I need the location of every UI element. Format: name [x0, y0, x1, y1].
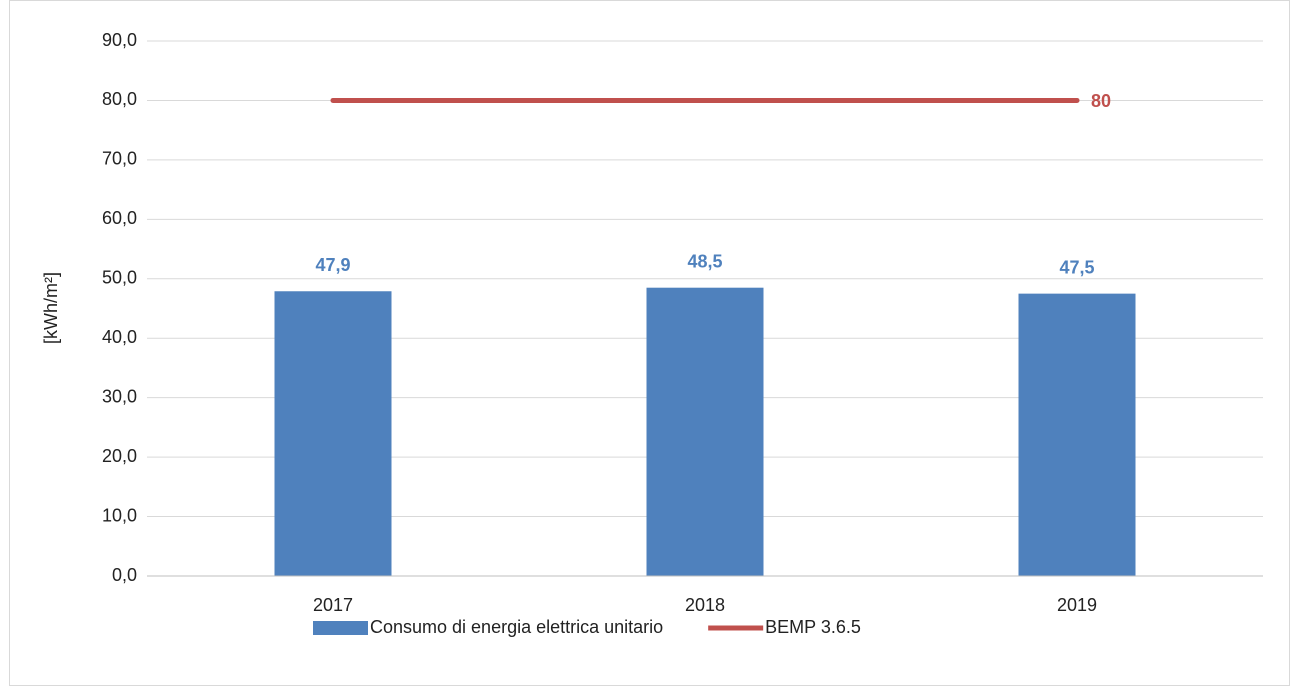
- y-tick-label: 40,0: [102, 327, 137, 347]
- y-tick-label: 20,0: [102, 446, 137, 466]
- x-tick-label: 2018: [685, 595, 725, 615]
- data-label: 47,5: [1059, 257, 1094, 277]
- data-label: 48,5: [687, 251, 722, 271]
- y-tick-label: 30,0: [102, 386, 137, 406]
- y-tick-label: 10,0: [102, 505, 137, 525]
- y-tick-label: 60,0: [102, 208, 137, 228]
- y-tick-label: 0,0: [112, 565, 137, 585]
- bar: [646, 287, 764, 576]
- y-axis-label: [kWh/m²]: [41, 272, 61, 344]
- legend-swatch: [313, 621, 368, 635]
- y-tick-label: 80,0: [102, 89, 137, 109]
- data-label: 47,9: [315, 255, 350, 275]
- x-tick-label: 2017: [313, 595, 353, 615]
- bar: [274, 291, 392, 576]
- legend-label: BEMP 3.6.5: [765, 617, 861, 637]
- y-tick-label: 70,0: [102, 149, 137, 169]
- bar: [1018, 293, 1136, 576]
- y-tick-label: 50,0: [102, 268, 137, 288]
- y-tick-label: 90,0: [102, 30, 137, 50]
- legend-label: Consumo di energia elettrica unitario: [370, 617, 663, 637]
- x-tick-label: 2019: [1057, 595, 1097, 615]
- data-label: 80: [1091, 91, 1111, 111]
